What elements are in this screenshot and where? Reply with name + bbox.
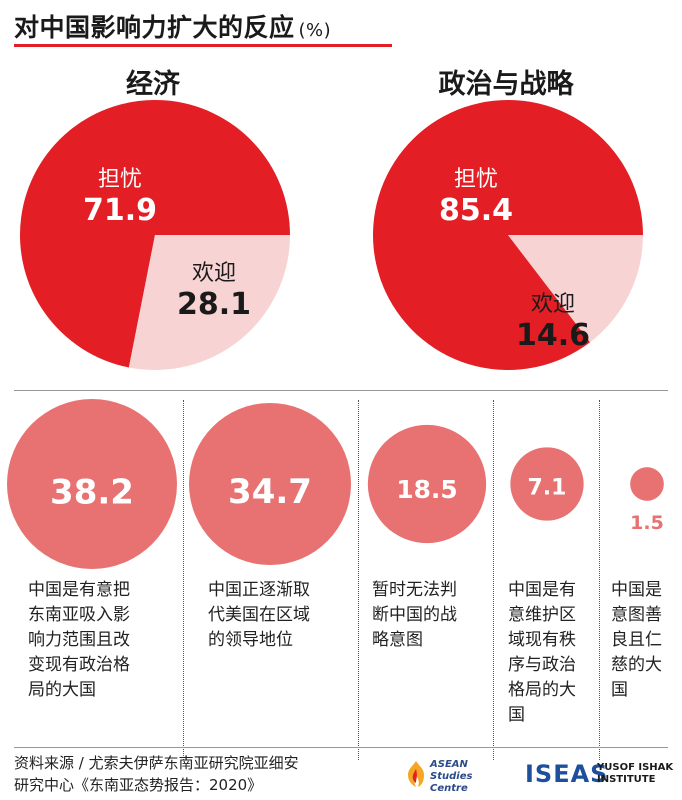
description-line: 断中国的战 <box>372 605 457 625</box>
description-line: 东南亚吸入影 <box>28 605 130 625</box>
slice-label-worry: 担忧 <box>98 167 142 192</box>
description-line: 略意图 <box>372 630 423 650</box>
slice-label-worry: 担忧 <box>454 167 498 192</box>
pie-title-politics: 政治与战略 <box>438 69 574 100</box>
bubble-value-label: 18.5 <box>396 475 457 504</box>
description-line: 的领导地位 <box>208 630 293 650</box>
description-line: 慈的大 <box>611 655 662 675</box>
iseas-logo: ISEAS YUSOF ISHAK INSTITUTE <box>525 760 674 788</box>
bubble-description: 中国正逐渐取 代美国在区域 的领导地位 <box>208 578 310 653</box>
asean-studies-centre-logo: ASEAN Studies Centre <box>402 757 512 794</box>
bubble <box>367 424 487 544</box>
description-line: 良且仁 <box>611 630 662 650</box>
slice-label-welcome: 欢迎 <box>192 261 236 286</box>
slice-value-welcome: 28.1 <box>177 287 251 322</box>
bubble <box>188 402 352 566</box>
bubble-value-label: 38.2 <box>50 473 134 513</box>
description-line: 意维护区 <box>508 605 576 625</box>
description-line: 变现有政治格 <box>28 655 130 675</box>
description-line: 域现有秩 <box>508 630 576 650</box>
source-line-1: 资料来源 / 尤索夫伊萨东南亚研究院亚细安 <box>14 754 299 772</box>
description-line: 序与政治 <box>508 655 576 675</box>
description-line: 国 <box>508 705 525 725</box>
bubble-value-label: 1.5 <box>630 512 664 534</box>
slice-value-worry: 71.9 <box>83 193 157 228</box>
description-line: 国 <box>611 680 628 700</box>
chart-title: 对中国影响力扩大的反应 (%) <box>14 13 332 42</box>
bubble-description: 中国是意图善良且仁慈的大国 <box>611 578 662 703</box>
description-line: 意图善 <box>611 605 662 625</box>
description-line: 中国是有意把 <box>28 580 130 600</box>
bubble-value-label: 34.7 <box>228 472 312 512</box>
section-divider <box>14 390 668 391</box>
column-divider <box>183 400 184 760</box>
bubble <box>7 399 177 569</box>
description-line: 格局的大 <box>508 680 576 700</box>
description-line: 中国是 <box>611 580 662 600</box>
source-line-2: 研究中心《东南亚态势报告：2020》 <box>14 776 263 794</box>
bubble-description: 中国是有意维护区域现有秩序与政治格局的大国 <box>508 578 576 728</box>
description-line: 中国是有 <box>508 580 576 600</box>
description-line: 代美国在区域 <box>208 605 310 625</box>
column-divider <box>599 400 600 760</box>
column-divider <box>358 400 359 760</box>
bubble-value-label: 7.1 <box>528 475 567 500</box>
bubble <box>510 447 584 521</box>
bubble-description: 中国是有意把 东南亚吸入影 响力范围且改 变现有政治格 局的大国 <box>28 578 130 703</box>
pie-slice-welcome <box>128 235 290 370</box>
pie-title-economy: 经济 <box>126 69 180 100</box>
pie-slice-welcome <box>508 235 643 343</box>
description-line: 响力范围且改 <box>28 630 130 650</box>
column-divider <box>493 400 494 760</box>
description-line: 中国正逐渐取 <box>208 580 310 600</box>
bubbles-group: 38.2 34.7 18.5 7.1 1.5 <box>7 399 664 569</box>
pie-slice-worry <box>19 100 291 368</box>
slice-label-welcome: 欢迎 <box>531 292 575 317</box>
bubble-description: 暂时无法判断中国的战略意图 <box>372 578 457 653</box>
description-line: 局的大国 <box>28 680 96 700</box>
slice-value-worry: 85.4 <box>439 193 513 228</box>
asean-flame-icon <box>408 761 424 787</box>
title-unit: (%) <box>298 20 332 41</box>
description-line: 暂时无法判 <box>372 580 457 600</box>
slice-value-welcome: 14.6 <box>516 318 590 353</box>
footer-divider <box>14 747 668 748</box>
iseas-wordmark: ISEAS <box>525 760 609 788</box>
title-underline <box>14 44 392 47</box>
bubble-chart: 38.2 34.7 18.5 7.1 1.5 <box>7 399 664 569</box>
bubble <box>630 467 664 501</box>
source-note: 资料来源 / 尤索夫伊萨东南亚研究院亚细安 研究中心《东南亚态势报告：2020》 <box>14 752 384 796</box>
pie-slice-worry <box>372 100 643 370</box>
